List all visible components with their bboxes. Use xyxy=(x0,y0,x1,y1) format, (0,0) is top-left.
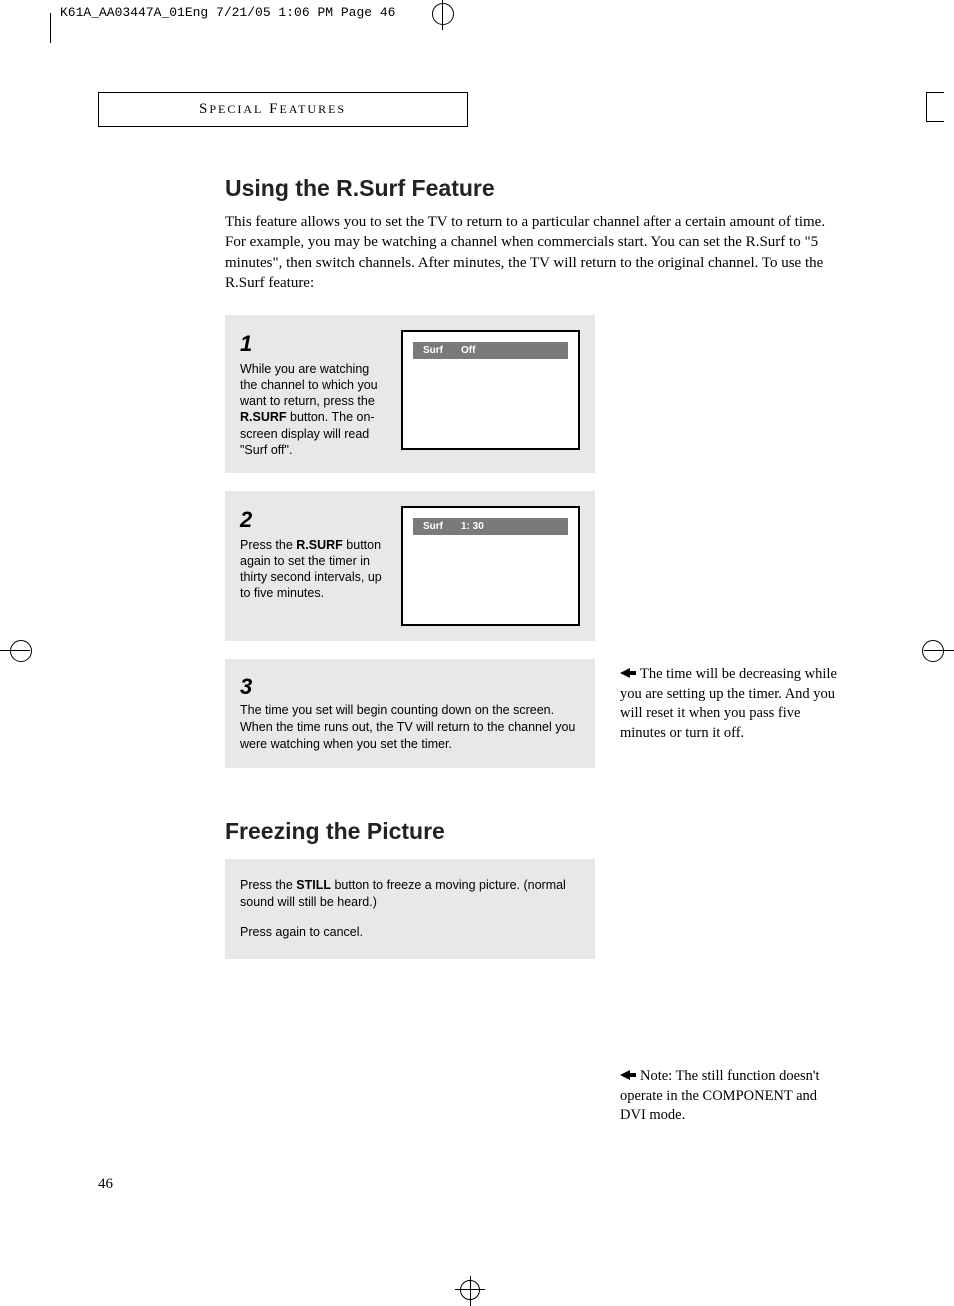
arrow-left-icon xyxy=(620,665,636,685)
freeze-line1: Press the STILL button to freeze a movin… xyxy=(240,877,580,911)
step-3-number: 3 xyxy=(240,674,580,700)
page-number: 46 xyxy=(98,1176,113,1193)
step-1-text: 1 While you are watching the channel to … xyxy=(240,330,389,458)
arrow-left-icon xyxy=(620,1067,636,1087)
step-3-text: The time you set will begin counting dow… xyxy=(240,702,580,753)
freeze-block: Press the STILL button to freeze a movin… xyxy=(225,859,595,960)
rsurf-side-note: The time will be decreasing while you ar… xyxy=(620,665,845,743)
tv-screen-1: Surf Off xyxy=(401,330,580,450)
section-header: SPECIAL FEATURES xyxy=(98,92,468,127)
step-3: 3 The time you set will begin counting d… xyxy=(225,659,595,768)
print-header: K61A_AA03447A_01Eng 7/21/05 1:06 PM Page… xyxy=(60,5,395,20)
osd-bar-2: Surf 1: 30 xyxy=(413,518,568,535)
tv-screen-2: Surf 1: 30 xyxy=(401,506,580,626)
step-2-number: 2 xyxy=(240,506,389,535)
trim-mark xyxy=(50,13,51,43)
osd-label: Surf xyxy=(423,345,443,356)
step-2-text: 2 Press the R.SURF button again to set t… xyxy=(240,506,389,626)
osd-value: Off xyxy=(461,345,475,356)
step-2: 2 Press the R.SURF button again to set t… xyxy=(225,491,595,641)
trim-bracket xyxy=(926,92,944,122)
step-1: 1 While you are watching the channel to … xyxy=(225,315,595,473)
freeze-title: Freezing the Picture xyxy=(225,818,845,845)
freeze-side-note: Note: The still function doesn't operate… xyxy=(620,1067,845,1126)
osd-label: Surf xyxy=(423,521,443,532)
freeze-line2: Press again to cancel. xyxy=(240,924,580,941)
content-area: Using the R.Surf Feature This feature al… xyxy=(225,175,845,959)
rsurf-title: Using the R.Surf Feature xyxy=(225,175,845,202)
rsurf-intro: This feature allows you to set the TV to… xyxy=(225,212,845,293)
osd-bar-1: Surf Off xyxy=(413,342,568,359)
osd-value: 1: 30 xyxy=(461,521,484,532)
step-1-number: 1 xyxy=(240,330,389,359)
